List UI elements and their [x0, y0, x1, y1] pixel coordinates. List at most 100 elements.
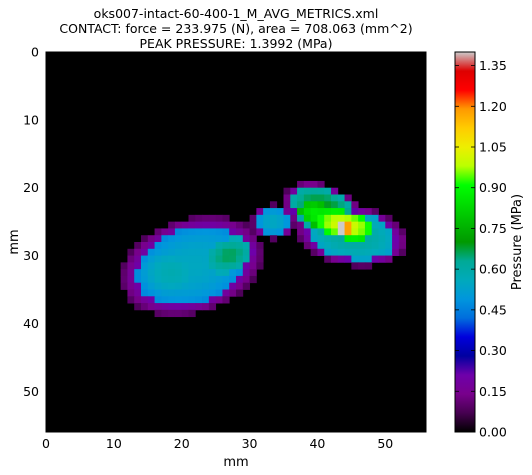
heatmap-cell	[337, 221, 345, 229]
heatmap-cell	[344, 248, 352, 256]
heatmap-cell	[324, 255, 332, 263]
colorbar-label: Pressure (MPa)	[510, 194, 525, 290]
heatmap-cell	[358, 208, 366, 216]
chart-title-line-2: CONTACT: force = 233.975 (N), area = 708…	[59, 21, 412, 36]
heatmap-cell	[134, 248, 142, 256]
heatmap-cell	[290, 194, 298, 202]
heatmap-cell	[317, 187, 325, 195]
heatmap-cell	[364, 235, 373, 243]
heatmap-cell	[344, 228, 352, 236]
heatmap-cell	[303, 214, 312, 223]
heatmap-cell	[229, 275, 237, 284]
heatmap-cell	[351, 255, 359, 263]
heatmap-cell	[276, 228, 284, 236]
heatmap-cell	[134, 255, 142, 263]
heatmap-cell	[290, 208, 298, 216]
heatmap-cell	[283, 221, 291, 229]
heatmap-cell	[358, 255, 366, 263]
heatmap-cell	[236, 262, 244, 270]
heatmap-cell	[324, 208, 332, 216]
y-axis-label: mm	[7, 229, 22, 254]
heatmap-cell	[297, 235, 305, 243]
heatmap-cell	[147, 255, 155, 263]
heatmap-cell	[181, 275, 189, 284]
colorbar-tick-label: 0.90	[479, 180, 507, 195]
heatmap-cell	[283, 187, 291, 195]
heatmap-cell	[229, 255, 237, 263]
heatmap-cell	[331, 235, 339, 243]
heatmap-cell	[188, 228, 196, 236]
heatmap-cell	[168, 248, 176, 256]
heatmap-cell	[317, 208, 325, 216]
heatmap-cell	[378, 214, 386, 223]
heatmap-cell	[168, 309, 176, 318]
heatmap-cell	[141, 255, 149, 263]
heatmap-cell	[195, 269, 203, 277]
heatmap-cell	[249, 242, 257, 250]
heatmap-cell	[181, 228, 189, 236]
heatmap-cell	[371, 221, 379, 229]
colorbar-tick-label: 1.20	[479, 99, 507, 114]
y-tick-label: 30	[23, 248, 39, 263]
heatmap-cell	[310, 187, 318, 195]
colorbar-tick-label: 1.35	[479, 58, 507, 73]
heatmap-cell	[215, 228, 223, 236]
heatmap-cell	[242, 228, 250, 236]
heatmap-cell	[134, 303, 142, 311]
colorbar-tick-label: 0.45	[479, 302, 507, 317]
heatmap-cell	[174, 296, 183, 304]
heatmap-cell	[392, 221, 400, 229]
heatmap-cell	[331, 201, 339, 209]
heatmap-cell	[324, 201, 332, 209]
heatmap-cell	[398, 235, 407, 243]
heatmap-cell	[147, 242, 155, 250]
heatmap-cell	[317, 194, 325, 202]
heatmap-cell	[181, 282, 189, 290]
heatmap-cell	[154, 296, 162, 304]
heatmap-cell	[141, 289, 149, 297]
heatmap-cell	[202, 248, 210, 256]
heatmap-cell	[120, 262, 128, 270]
heatmap-cell	[174, 289, 183, 297]
heatmap-cell	[195, 255, 203, 263]
x-tick-label: 50	[377, 436, 393, 451]
heatmap-cell	[385, 214, 393, 223]
heatmap-cell	[371, 248, 379, 256]
heatmap-cell	[344, 242, 352, 250]
heatmap-cell	[215, 248, 223, 256]
heatmap-cell	[236, 248, 244, 256]
heatmap-cell	[351, 228, 359, 236]
heatmap-cell	[297, 214, 305, 223]
heatmap-cell	[351, 262, 359, 270]
heatmap-cell	[168, 221, 176, 229]
heatmap-cell	[364, 262, 373, 270]
heatmap-cell	[297, 180, 305, 189]
heatmap-cell	[195, 296, 203, 304]
heatmap-cell	[161, 269, 169, 277]
heatmap-cell	[188, 282, 196, 290]
heatmap-cell	[392, 248, 400, 256]
heatmap-cell	[154, 228, 162, 236]
heatmap-cell	[236, 289, 244, 297]
heatmap-plot-area	[45, 51, 427, 433]
heatmap-cell	[358, 262, 366, 270]
heatmap-cell	[385, 235, 393, 243]
heatmap-cell	[127, 275, 135, 284]
heatmap-cell	[154, 275, 162, 284]
heatmap-cell	[161, 282, 169, 290]
heatmap-cell	[276, 221, 284, 229]
heatmap-cell	[222, 235, 230, 243]
heatmap-cell	[310, 248, 318, 256]
heatmap-cell	[269, 201, 278, 209]
heatmap-cell	[331, 242, 339, 250]
x-tick-label: 0	[42, 436, 50, 451]
heatmap-cell	[310, 235, 318, 243]
heatmap-cell	[208, 221, 217, 229]
heatmap-cell	[324, 235, 332, 243]
heatmap-cell	[351, 208, 359, 216]
heatmap-cell	[249, 255, 257, 263]
heatmap-cell	[337, 248, 345, 256]
heatmap-cell	[249, 269, 257, 277]
heatmap-cell	[236, 221, 244, 229]
heatmap-cell	[263, 228, 271, 236]
